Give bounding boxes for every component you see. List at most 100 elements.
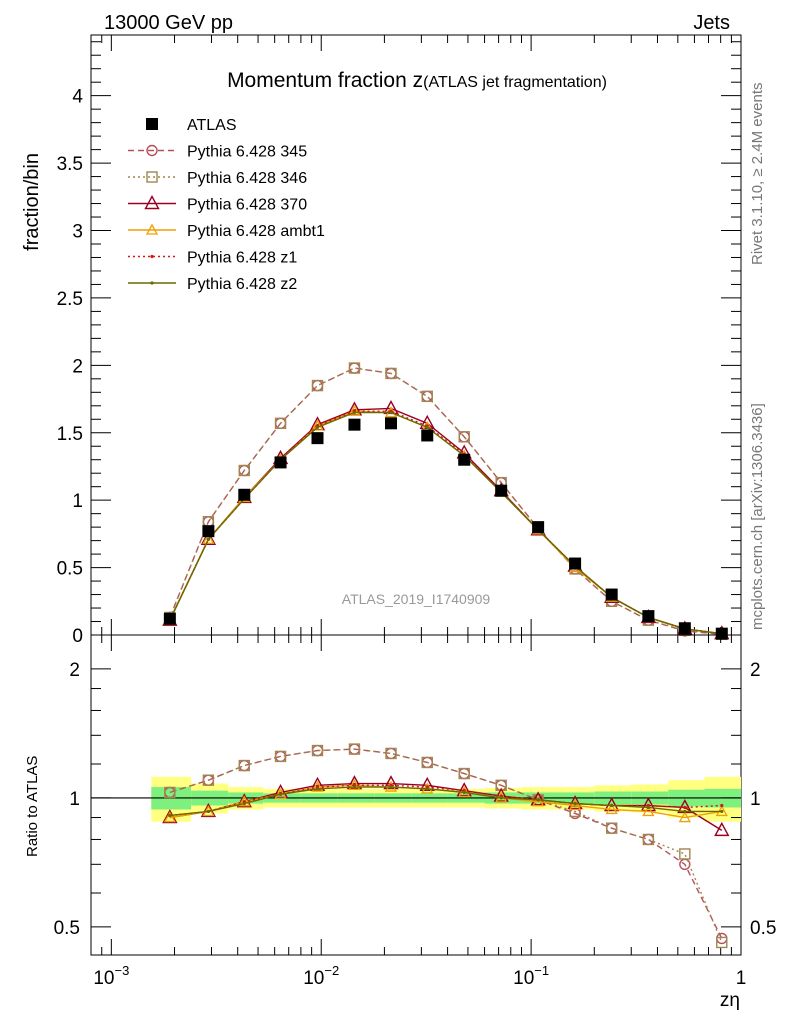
ratio-point <box>168 813 172 818</box>
main-y-tick-label: 1 <box>72 491 83 512</box>
series-line <box>169 367 722 636</box>
x-tick-base: 10 <box>93 968 114 989</box>
ratio-point <box>720 809 724 814</box>
ratio-y-tick-label: 2 <box>69 660 80 681</box>
data-point <box>311 432 324 445</box>
ratio-point <box>573 801 577 806</box>
legend-marker <box>150 281 154 285</box>
x-tick-exponent: −3 <box>114 963 129 978</box>
data-point <box>202 532 215 544</box>
data-point <box>311 379 324 392</box>
data-point <box>532 521 545 534</box>
x-axis-label: zη <box>720 990 740 1011</box>
ratio-ylabel: Ratio to ATLAS <box>24 756 41 857</box>
ratio-y-tick-label-right: 0.5 <box>750 918 776 939</box>
data-point <box>385 367 397 380</box>
x-tick-exponent: −1 <box>534 963 549 978</box>
data-point <box>348 362 361 374</box>
legend-item: Pythia 6.428 370 <box>128 195 307 214</box>
ratio-series-5 <box>168 785 724 818</box>
ratio-panel: Ratio to ATLAS 0.5 0.51 12 2 10−3 10−2 10−1 1 … <box>24 634 776 1011</box>
ratio-point <box>605 803 618 815</box>
legend-label: Pythia 6.428 345 <box>187 144 307 161</box>
ratio-y-tick-label: 1 <box>69 789 80 810</box>
side-label-top: Rivet 3.1.10, ≥ 2.4M events <box>749 83 766 266</box>
data-point <box>200 530 217 545</box>
legend-label: Pythia 6.428 346 <box>187 170 307 187</box>
ratio-point <box>499 796 503 800</box>
ratio-point <box>389 785 393 789</box>
legend-label: Pythia 6.428 z1 <box>187 250 297 267</box>
data-point <box>678 622 691 635</box>
legend-label: ATLAS <box>187 117 237 134</box>
ratio-line <box>169 786 722 817</box>
data-point <box>206 537 210 541</box>
ratio-x-axis: 10−3 10−2 10−1 1 <box>90 635 747 989</box>
main-y-tick-label: 3.5 <box>57 154 83 175</box>
main-y-tick-label: 0 <box>72 626 83 647</box>
ratio-point <box>421 756 433 769</box>
series-line <box>169 411 722 635</box>
ratio-y-tick-label: 0.5 <box>54 918 80 939</box>
ratio-point <box>678 811 691 823</box>
ratio-point <box>568 799 582 811</box>
main-panel: fraction/bin 0 0.5 1 1.5 2 2.5 3 3.5 4 Momentum … <box>21 34 742 647</box>
ratio-series-1 <box>164 743 728 949</box>
ratio-line <box>169 748 723 939</box>
ratio-point <box>311 744 324 757</box>
ratio-point <box>238 759 250 772</box>
legend-label: Pythia 6.428 z2 <box>187 276 297 293</box>
main-title: Momentum fraction z(ATLAS jet fragmentat… <box>227 69 607 92</box>
data-point <box>421 429 434 442</box>
ratio-point <box>642 805 655 817</box>
ratio-point <box>646 805 650 810</box>
main-y-tick-label: 1.5 <box>57 424 83 445</box>
main-ylabel: fraction/bin <box>21 153 43 251</box>
data-point <box>238 464 250 477</box>
ratio-point <box>683 805 687 810</box>
ratio-point <box>532 795 545 807</box>
ratio-point <box>352 785 357 789</box>
ratio-point <box>456 782 472 797</box>
ratio-point <box>530 791 546 806</box>
ratio-point <box>640 797 657 812</box>
ratio-series-0 <box>164 743 728 945</box>
data-point <box>348 418 361 431</box>
ratio-point <box>716 936 728 949</box>
data-point <box>421 390 433 403</box>
ratio-point <box>278 792 283 796</box>
ratio-point <box>348 743 361 755</box>
data-point <box>238 488 251 501</box>
ratio-point <box>569 805 581 818</box>
header-right-label: Jets <box>693 12 730 34</box>
data-point <box>458 453 471 466</box>
data-point <box>274 456 287 469</box>
legend-item: Pythia 6.428 345 <box>128 144 307 161</box>
data-point <box>311 419 324 431</box>
data-point <box>495 484 508 497</box>
ratio-point <box>385 747 397 760</box>
header-left-label: 13000 GeV pp <box>104 12 233 34</box>
side-label-bottom: mcplots.cern.ch [arXiv:1306.3436] <box>749 403 766 630</box>
legend-marker <box>144 195 160 210</box>
legend-label: Pythia 6.428 370 <box>187 197 307 214</box>
x-tick-base: 1 <box>736 968 747 989</box>
data-point <box>605 588 618 601</box>
data-point <box>389 410 393 415</box>
ratio-point <box>536 798 540 802</box>
data-point <box>715 627 728 640</box>
watermark: ATLAS_2019_I1740909 <box>342 591 491 607</box>
data-point <box>421 390 433 403</box>
legend-marker <box>146 144 158 157</box>
data-point <box>569 557 582 570</box>
ratio-point <box>163 811 176 823</box>
series-0 <box>163 417 728 640</box>
data-point <box>642 610 655 623</box>
ratio-point <box>242 801 246 806</box>
x-tick-label: 1 <box>736 968 747 989</box>
legend-item: Pythia 6.428 z2 <box>128 276 297 293</box>
ratio-point <box>425 787 429 791</box>
ratio-y-tick-label-right: 2 <box>750 660 761 681</box>
title-main: Momentum fraction z <box>227 69 423 92</box>
ratio-series <box>162 743 730 949</box>
